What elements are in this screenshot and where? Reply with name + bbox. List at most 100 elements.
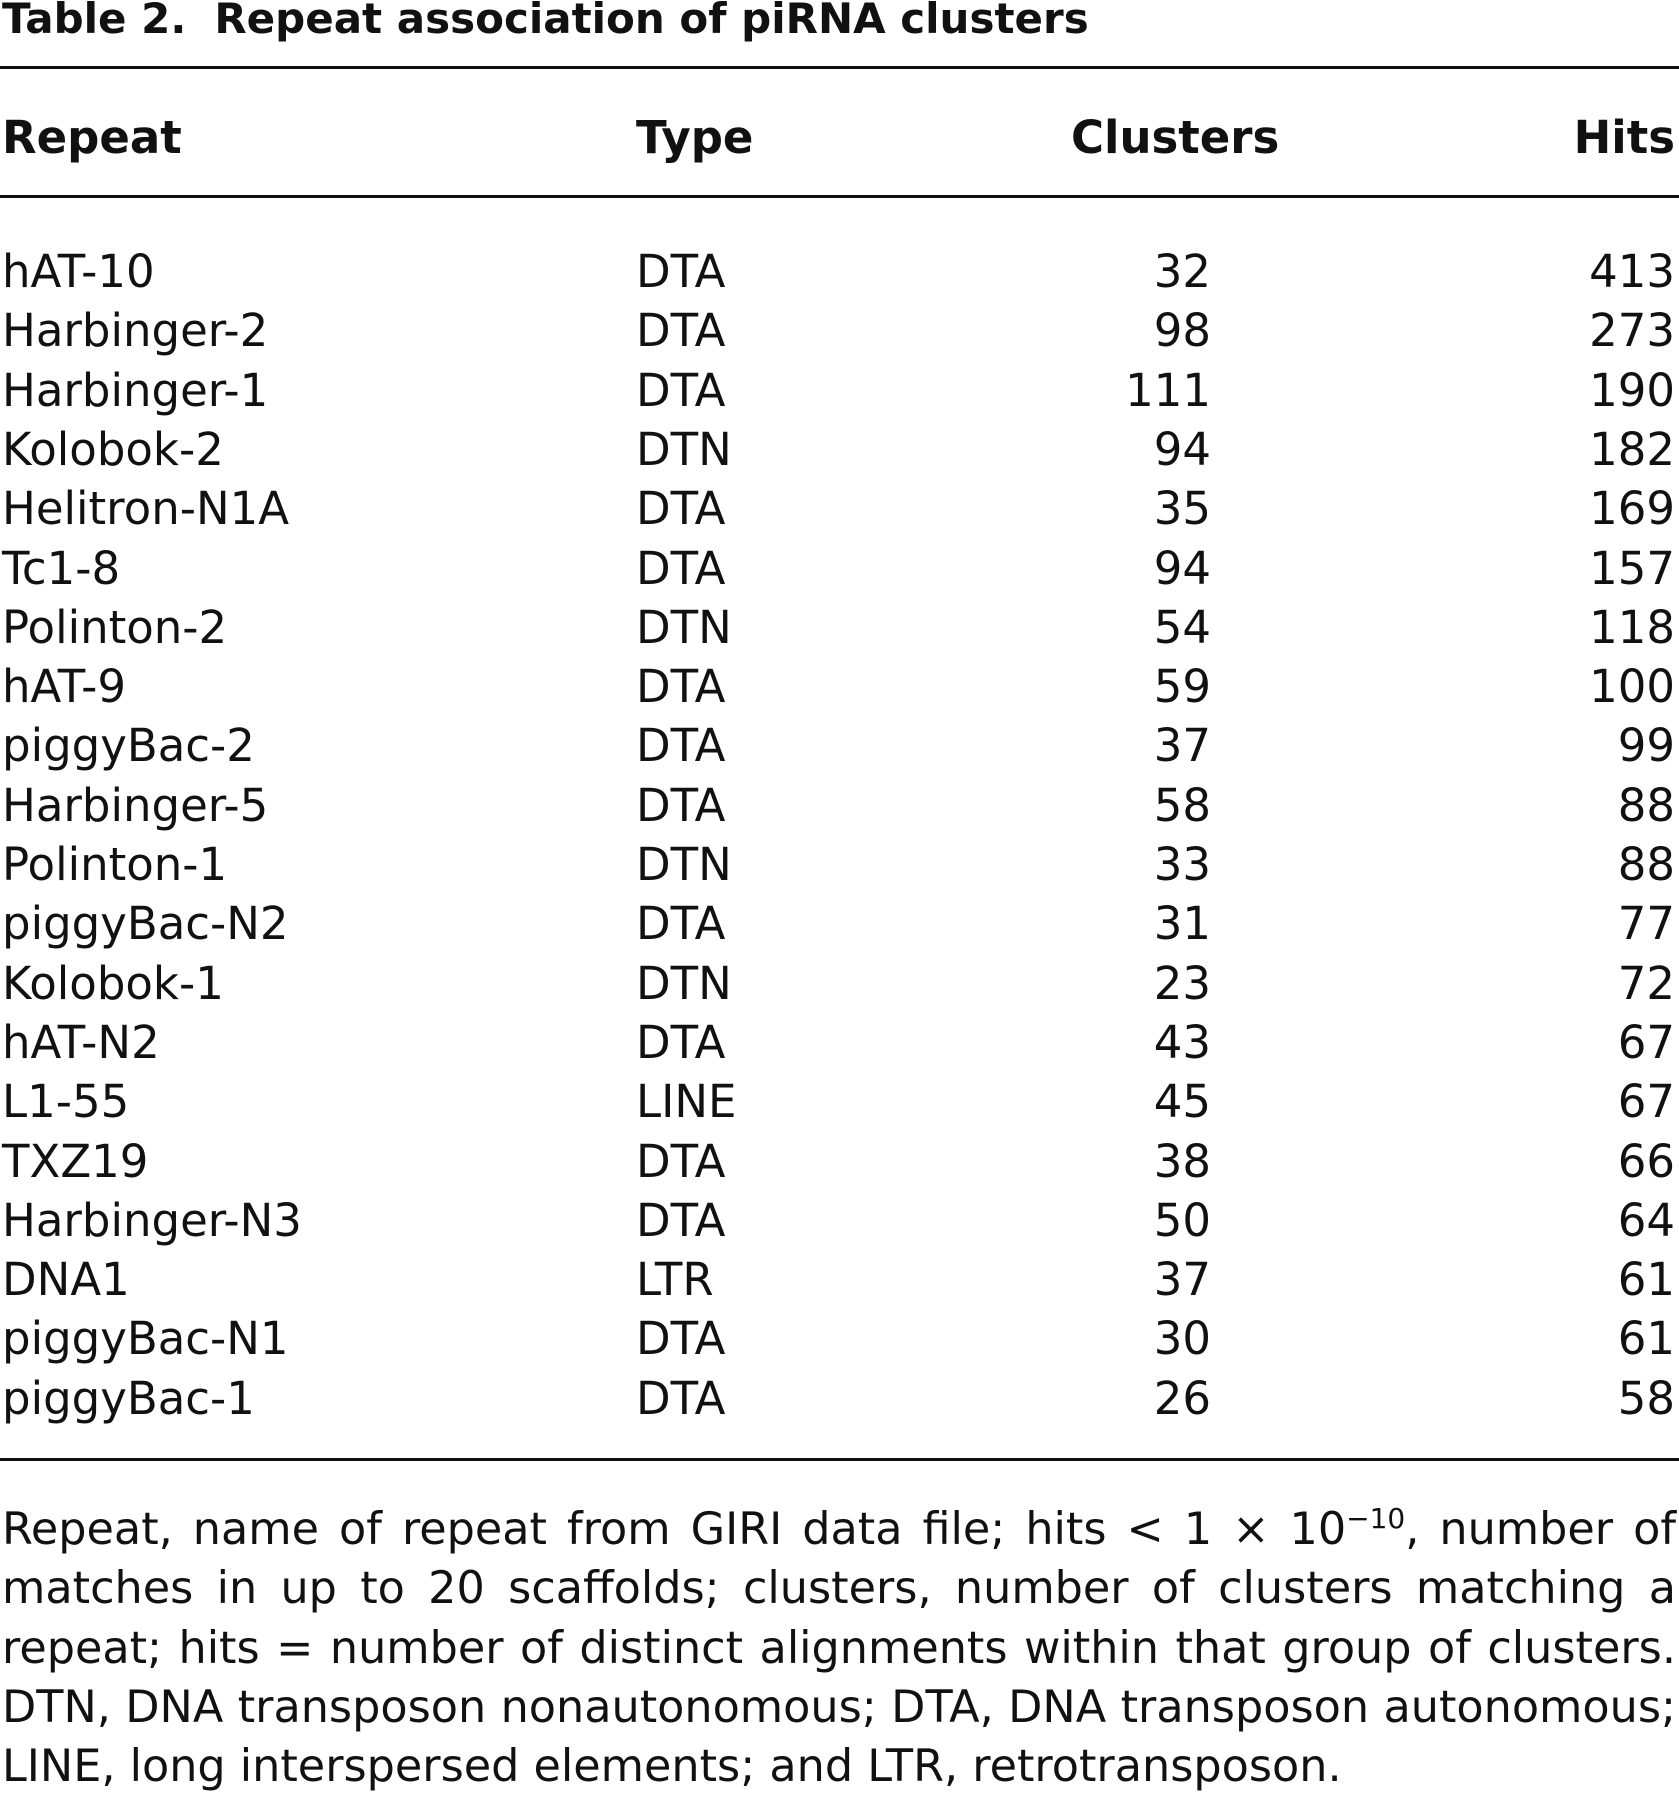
bottom-rule <box>0 1458 1679 1461</box>
cell-clusters: 54 <box>1153 600 1211 654</box>
table-row: DNA1 LTR 37 61 <box>0 1250 1679 1309</box>
cell-hits: 66 <box>1617 1134 1675 1188</box>
header-type: Type <box>636 111 754 164</box>
cell-clusters: 59 <box>1153 660 1211 714</box>
cell-hits: 72 <box>1617 956 1675 1010</box>
cell-clusters: 37 <box>1153 1253 1211 1307</box>
cell-clusters: 50 <box>1153 1193 1211 1247</box>
table-caption: Repeat association of piRNA clusters <box>214 0 1089 43</box>
cell-repeat: L1-55 <box>2 1075 130 1129</box>
cell-hits: 88 <box>1617 778 1675 832</box>
cell-repeat: Harbinger-1 <box>2 363 269 417</box>
cell-repeat: Polinton-2 <box>2 600 228 654</box>
cell-type: DTA <box>636 541 726 595</box>
cell-type: LINE <box>636 1075 737 1129</box>
footnote-text: Repeat, name of repeat from GIRI data fi… <box>2 1504 1347 1555</box>
cell-repeat: Kolobok-2 <box>2 422 224 476</box>
cell-type: DTA <box>636 1134 726 1188</box>
cell-clusters: 35 <box>1153 482 1211 536</box>
cell-type: DTN <box>636 422 732 476</box>
cell-clusters: 58 <box>1153 778 1211 832</box>
cell-repeat: TXZ19 <box>2 1134 149 1188</box>
cell-type: DTA <box>636 1371 726 1425</box>
cell-repeat: Polinton-1 <box>2 838 228 891</box>
table-row: L1-55 LINE 45 67 <box>0 1072 1679 1131</box>
cell-clusters: 32 <box>1153 245 1211 298</box>
cell-repeat: hAT-9 <box>2 660 127 714</box>
cell-type: DTA <box>636 778 726 832</box>
cell-repeat: Kolobok-1 <box>2 956 224 1010</box>
cell-repeat: hAT-10 <box>2 245 155 298</box>
cell-hits: 169 <box>1589 482 1675 536</box>
table-row: hAT-10 DTA 32 413 <box>0 242 1679 301</box>
cell-repeat: Tc1-8 <box>2 541 121 595</box>
cell-hits: 118 <box>1589 600 1675 654</box>
table-row: Kolobok-2 DTN 94 182 <box>0 420 1679 479</box>
cell-clusters: 31 <box>1153 897 1211 951</box>
cell-type: DTN <box>636 838 732 891</box>
cell-hits: 77 <box>1617 897 1675 951</box>
table-row: hAT-9 DTA 59 100 <box>0 657 1679 716</box>
cell-hits: 273 <box>1589 304 1675 358</box>
cell-clusters: 23 <box>1153 956 1211 1010</box>
cell-clusters: 94 <box>1153 541 1211 595</box>
cell-repeat: piggyBac-N2 <box>2 897 289 951</box>
cell-type: DTA <box>636 245 726 298</box>
cell-hits: 88 <box>1617 838 1675 891</box>
cell-repeat: Harbinger-N3 <box>2 1193 302 1247</box>
table-row: Helitron-N1A DTA 35 169 <box>0 479 1679 538</box>
top-rule <box>0 66 1679 69</box>
table-row: Harbinger-5 DTA 58 88 <box>0 776 1679 835</box>
cell-type: DTA <box>636 719 726 773</box>
cell-clusters: 43 <box>1153 1015 1211 1069</box>
table-row: Tc1-8 DTA 94 157 <box>0 539 1679 598</box>
table-row: Harbinger-2 DTA 98 273 <box>0 301 1679 360</box>
header-clusters: Clusters <box>1071 111 1280 164</box>
table-footnote: Repeat, name of repeat from GIRI data fi… <box>2 1500 1676 1796</box>
cell-type: DTA <box>636 1015 726 1069</box>
cell-repeat: Harbinger-5 <box>2 778 269 832</box>
cell-type: DTA <box>636 1312 726 1366</box>
table-row: Polinton-2 DTN 54 118 <box>0 598 1679 657</box>
cell-type: LTR <box>636 1253 714 1307</box>
cell-hits: 67 <box>1617 1075 1675 1129</box>
header-rule <box>0 195 1679 198</box>
cell-type: DTA <box>636 897 726 951</box>
cell-repeat: hAT-N2 <box>2 1015 160 1069</box>
cell-clusters: 37 <box>1153 719 1211 773</box>
cell-repeat: piggyBac-1 <box>2 1371 255 1425</box>
cell-hits: 182 <box>1589 422 1675 476</box>
cell-type: DTA <box>636 482 726 536</box>
cell-type: DTA <box>636 660 726 714</box>
cell-repeat: DNA1 <box>2 1253 130 1307</box>
cell-hits: 58 <box>1617 1371 1675 1425</box>
cell-clusters: 38 <box>1153 1134 1211 1188</box>
cell-type: DTA <box>636 363 726 417</box>
cell-type: DTA <box>636 304 726 358</box>
cell-hits: 67 <box>1617 1015 1675 1069</box>
header-hits: Hits <box>1573 111 1675 164</box>
cell-hits: 413 <box>1589 245 1675 298</box>
table-row: Harbinger-N3 DTA 50 64 <box>0 1191 1679 1250</box>
cell-clusters: 111 <box>1125 363 1211 417</box>
footnote-text-rest: , number of matches in up to 20 scaffold… <box>2 1504 1676 1793</box>
table-row: Polinton-1 DTN 33 88 <box>0 835 1679 894</box>
cell-hits: 64 <box>1617 1193 1675 1247</box>
table-row: Kolobok-1 DTN 23 72 <box>0 954 1679 1013</box>
cell-repeat: Helitron-N1A <box>2 482 290 536</box>
cell-clusters: 30 <box>1153 1312 1211 1366</box>
cell-repeat: piggyBac-N1 <box>2 1312 289 1366</box>
cell-hits: 190 <box>1589 363 1675 417</box>
header-repeat: Repeat <box>2 111 182 164</box>
cell-type: DTN <box>636 956 732 1010</box>
table-row: piggyBac-1 DTA 26 58 <box>0 1369 1679 1428</box>
cell-hits: 61 <box>1617 1253 1675 1307</box>
cell-clusters: 98 <box>1153 304 1211 358</box>
footnote-exponent: −10 <box>1346 1502 1406 1536</box>
cell-repeat: piggyBac-2 <box>2 719 255 773</box>
table-row: piggyBac-N1 DTA 30 61 <box>0 1309 1679 1368</box>
table-row: Harbinger-1 DTA 111 190 <box>0 361 1679 420</box>
table-row: hAT-N2 DTA 43 67 <box>0 1013 1679 1072</box>
cell-clusters: 45 <box>1153 1075 1211 1129</box>
cell-repeat: Harbinger-2 <box>2 304 269 358</box>
